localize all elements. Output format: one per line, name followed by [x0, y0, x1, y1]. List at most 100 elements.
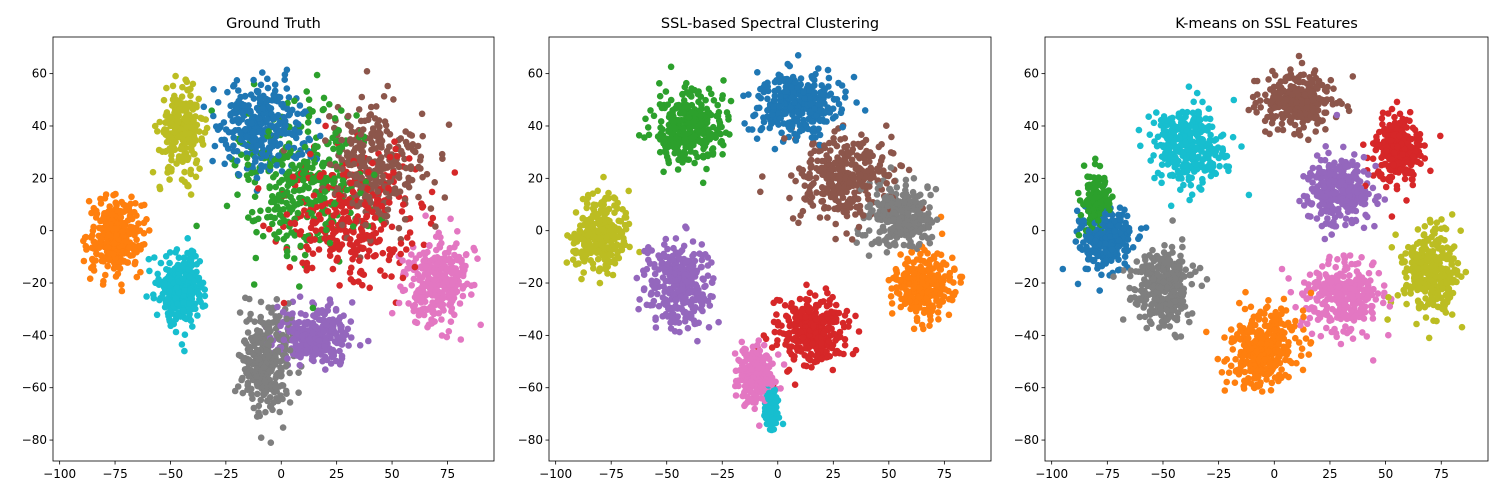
- scatter-point: [181, 259, 188, 267]
- scatter-point: [742, 358, 749, 365]
- scatter-point: [311, 236, 318, 243]
- scatter-point: [104, 244, 112, 251]
- scatter-point: [373, 103, 380, 110]
- scatter-point: [374, 188, 382, 195]
- scatter-point: [265, 353, 272, 360]
- scatter-point: [852, 211, 859, 218]
- scatter-point: [181, 130, 189, 138]
- scatter-point: [891, 177, 898, 185]
- scatter-point: [267, 162, 274, 170]
- scatter-point: [161, 303, 169, 311]
- scatter-point: [143, 293, 150, 300]
- scatter-point: [439, 260, 447, 268]
- scatter-point: [336, 196, 343, 203]
- scatter-point: [178, 341, 186, 348]
- scatter-point: [189, 323, 196, 330]
- scatter-point: [95, 244, 103, 251]
- scatter-point: [273, 235, 281, 242]
- scatter-point: [348, 334, 355, 341]
- scatter-point: [132, 258, 139, 266]
- scatter-point: [300, 177, 307, 184]
- scatter-point: [280, 299, 288, 307]
- scatter-point: [354, 144, 361, 151]
- scatter-point: [117, 214, 125, 221]
- scatter-point: [110, 240, 118, 247]
- scatter-point: [344, 325, 352, 333]
- scatter-point: [692, 320, 700, 327]
- scatter-point: [280, 336, 288, 344]
- scatter-point: [785, 343, 793, 350]
- scatter-point: [258, 162, 265, 169]
- scatter-point: [789, 215, 797, 222]
- scatter-point: [196, 258, 204, 265]
- scatter-point: [596, 279, 604, 287]
- scatter-point: [816, 214, 824, 221]
- scatter-point: [184, 235, 191, 242]
- scatter-point: [93, 207, 100, 215]
- scatter-point: [271, 137, 279, 145]
- scatter-point: [279, 395, 286, 403]
- scatter-point: [432, 286, 439, 293]
- scatter-point: [234, 191, 241, 198]
- scatter-point: [259, 232, 267, 240]
- scatter-point: [339, 177, 347, 184]
- scatter-point: [146, 267, 153, 275]
- scatter-point: [738, 338, 746, 346]
- scatter-point: [187, 166, 195, 174]
- scatter-point: [333, 163, 340, 170]
- scatter-point: [235, 119, 242, 126]
- scatter-point: [773, 311, 780, 318]
- scatter-point: [324, 303, 332, 310]
- scatter-point: [818, 190, 826, 197]
- scatter-point: [368, 140, 376, 147]
- scatter-point: [423, 306, 431, 313]
- scatter-point: [790, 355, 798, 363]
- scatter-point: [106, 256, 113, 264]
- scatter-point: [477, 321, 485, 329]
- scatter-point: [257, 81, 265, 89]
- scatter-point: [278, 168, 286, 175]
- scatter-point: [283, 85, 291, 92]
- scatter-point: [700, 276, 707, 284]
- scatter-point: [640, 267, 647, 275]
- scatter-point: [333, 257, 341, 264]
- scatter-point: [255, 114, 263, 122]
- scatter-point: [431, 179, 439, 186]
- scatter-point: [324, 208, 332, 215]
- scatter-point: [214, 126, 222, 133]
- scatter-point: [283, 66, 291, 74]
- scatter-point: [174, 311, 182, 319]
- scatter-point: [578, 275, 585, 283]
- scatter-point: [280, 235, 288, 243]
- scatter-point: [305, 135, 313, 142]
- scatter-point: [241, 337, 248, 344]
- scatter-point: [410, 275, 418, 283]
- scatter-point: [667, 63, 675, 71]
- scatter-point: [99, 215, 107, 222]
- scatter-point: [248, 208, 256, 216]
- scatter-point: [326, 161, 334, 168]
- scatter-point: [829, 115, 837, 122]
- scatter-point: [290, 335, 297, 343]
- scatter-point: [156, 296, 163, 304]
- scatter-point: [391, 190, 399, 197]
- scatter-point: [309, 108, 316, 115]
- y-tick-label: 40: [32, 119, 47, 133]
- scatter-point: [179, 83, 186, 91]
- scatter-point: [118, 287, 126, 295]
- scatter-point: [856, 154, 863, 162]
- scatter-point: [232, 127, 239, 134]
- scatter-point: [625, 187, 632, 195]
- scatter-point: [852, 312, 859, 320]
- scatter-point: [257, 434, 265, 442]
- scatter-point: [633, 274, 641, 282]
- scatter-point: [309, 329, 317, 337]
- scatter-point: [193, 222, 200, 230]
- scatter-point: [260, 364, 268, 371]
- scatter-point: [273, 132, 280, 140]
- scatter-point: [609, 271, 617, 279]
- scatter-point: [284, 355, 291, 362]
- scatter-point: [103, 226, 111, 233]
- scatter-point: [251, 154, 259, 162]
- scatter-point: [180, 307, 187, 315]
